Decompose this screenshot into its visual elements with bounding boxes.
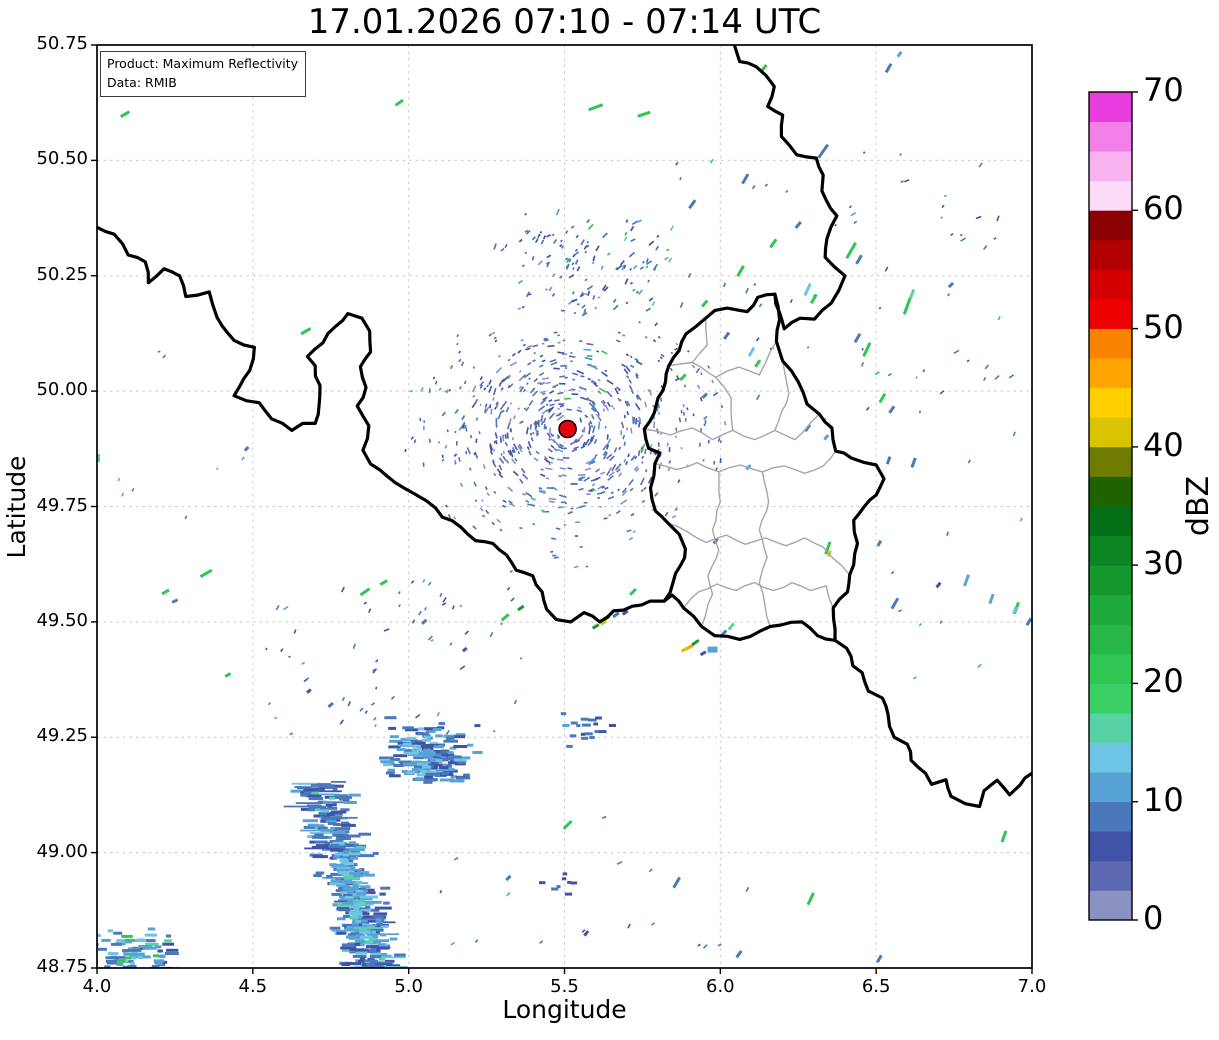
y-tick-label: 49.75: [36, 494, 88, 516]
colorbar-frame: [1088, 91, 1133, 921]
gridlines: [97, 45, 1032, 968]
plot-title: 17.01.2026 07:10 - 07:14 UTC: [307, 2, 822, 42]
x-tick-label: 5.0: [394, 976, 423, 997]
colorbar-tick-label: 60: [1143, 189, 1184, 228]
y-tick-label: 50.25: [36, 263, 88, 285]
x-tick-label: 4.5: [238, 976, 268, 997]
y-tick-label: 50.50: [36, 148, 88, 170]
info-data-line: Data: RMIB: [107, 75, 177, 90]
colorbar-tick-label: 10: [1143, 780, 1184, 819]
y-tick-label: 50.75: [36, 33, 88, 54]
colorbar-tick-label: 50: [1143, 307, 1184, 346]
radar-site-marker: [558, 419, 577, 439]
colorbar-tick-label: 20: [1143, 662, 1184, 701]
echo-layer: [97, 50, 1032, 968]
colorbar-tick-label: 70: [1143, 71, 1184, 109]
axis-ticks: [91, 44, 1033, 974]
colorbar-tick-label: 0: [1143, 899, 1164, 937]
y-tick-label: 49.25: [36, 725, 88, 747]
colorbar-tick-label: 40: [1143, 425, 1184, 464]
x-axis-label: Longitude: [502, 995, 627, 1024]
country-borders: [97, 45, 1032, 809]
x-tick-label: 6.0: [706, 976, 735, 997]
y-tick-label: 50.00: [36, 379, 88, 401]
colorbar-label: dBZ: [1181, 475, 1216, 537]
info-product-line: Product: Maximum Reflectivity: [107, 56, 299, 71]
x-tick-label: 5.5: [550, 976, 579, 997]
x-tick-label: 7.0: [1017, 976, 1047, 997]
y-tick-label: 49.00: [36, 840, 88, 862]
colorbar: [1088, 91, 1138, 921]
info-box: Product: Maximum Reflectivity Data: RMIB: [100, 51, 307, 97]
colorbar-tick-label: 30: [1143, 544, 1184, 583]
x-tick-label: 6.5: [861, 976, 891, 997]
y-tick-label: 49.50: [36, 609, 88, 631]
admin-borders: [643, 317, 851, 628]
y-tick-label: 48.75: [36, 956, 88, 977]
x-tick-label: 4.0: [82, 976, 112, 997]
